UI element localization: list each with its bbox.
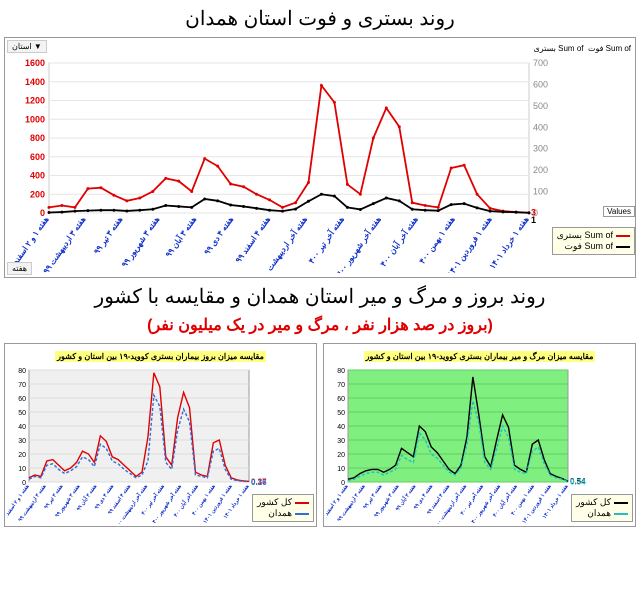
chart1-area: 0200400600800100012001400160001002003004… xyxy=(9,53,631,273)
svg-text:10: 10 xyxy=(337,466,345,473)
svg-text:60: 60 xyxy=(337,396,345,403)
svg-text:هفته آخر آبان ۴۰۰: هفته آخر آبان ۴۰۰ xyxy=(377,214,421,269)
svg-text:100: 100 xyxy=(533,187,548,197)
svg-text:0.34: 0.34 xyxy=(570,478,586,487)
svg-text:هفته ۱ بهمن ۴۰۰: هفته ۱ بهمن ۴۰۰ xyxy=(418,215,458,266)
svg-text:300: 300 xyxy=(533,144,548,154)
svg-text:60: 60 xyxy=(18,396,26,403)
svg-text:30: 30 xyxy=(18,438,26,445)
svg-text:400: 400 xyxy=(30,171,45,181)
filter-tag[interactable]: ▼ استان xyxy=(7,40,47,53)
svg-text:هفته ۳ شهریور ۹۹: هفته ۳ شهریور ۹۹ xyxy=(120,215,162,270)
svg-text:40: 40 xyxy=(337,424,345,431)
svg-text:800: 800 xyxy=(30,133,45,143)
chart2a-panel: مقایسه میزان بروز بیماران بستری کووید-۱۹… xyxy=(4,343,317,527)
svg-text:200: 200 xyxy=(30,189,45,199)
svg-text:هفته ۳ اردیبهشت ۹۹: هفته ۳ اردیبهشت ۹۹ xyxy=(41,215,88,273)
svg-text:30: 30 xyxy=(337,438,345,445)
section2-title: روند بروز و مرگ و میر استان همدان و مقای… xyxy=(0,284,640,309)
svg-text:70: 70 xyxy=(18,382,26,389)
svg-text:200: 200 xyxy=(533,165,548,175)
legend-item-death: Sum of فوت xyxy=(557,241,630,252)
values-tag: Values xyxy=(603,206,635,217)
svg-text:50: 50 xyxy=(337,410,345,417)
svg-text:500: 500 xyxy=(533,101,548,111)
chart2b-legend: کل کشور همدان xyxy=(571,494,633,522)
svg-text:600: 600 xyxy=(533,79,548,89)
chart1-panel: ▼ استان Sum of فوت Sum of بستری 02004006… xyxy=(4,37,636,278)
svg-text:400: 400 xyxy=(533,122,548,132)
chart2a-legend: کل کشور همدان xyxy=(252,494,314,522)
chart2a-title: مقایسه میزان بروز بیماران بستری کووید-۱۹… xyxy=(55,351,266,362)
svg-text:1600: 1600 xyxy=(25,58,45,68)
svg-text:هفته ۱ خرداد ۱۴۰۱: هفته ۱ خرداد ۱۴۰۱ xyxy=(488,215,532,271)
row2: مقایسه میزان بروز بیماران بستری کووید-۱۹… xyxy=(4,343,636,527)
svg-text:20: 20 xyxy=(18,452,26,459)
svg-text:80: 80 xyxy=(337,368,345,375)
svg-text:10: 10 xyxy=(18,466,26,473)
svg-text:هفته ۴ دی ۹۹: هفته ۴ دی ۹۹ xyxy=(202,215,235,257)
svg-text:600: 600 xyxy=(30,152,45,162)
svg-text:40: 40 xyxy=(18,424,26,431)
svg-text:70: 70 xyxy=(337,382,345,389)
svg-text:1200: 1200 xyxy=(25,96,45,106)
chart1-axis-labels: Sum of فوت Sum of بستری xyxy=(31,44,631,53)
svg-text:1400: 1400 xyxy=(25,77,45,87)
svg-text:700: 700 xyxy=(533,58,548,68)
section2-subtitle: (بروز در صد هزار نفر ، مرگ و میر در یک م… xyxy=(0,315,640,335)
svg-text:هفته ۴ اسفند ۹۹: هفته ۴ اسفند ۹۹ xyxy=(234,215,272,264)
chart1-title: روند بستری و فوت استان همدان xyxy=(0,6,640,31)
chart1-legend: Sum of بستری Sum of فوت xyxy=(552,227,635,255)
legend-item-hosp: Sum of بستری xyxy=(557,230,630,241)
svg-text:1000: 1000 xyxy=(25,114,45,124)
svg-text:هفته ۳ آبان ۹۹: هفته ۳ آبان ۹۹ xyxy=(162,214,198,259)
svg-text:0.16: 0.16 xyxy=(251,478,267,487)
svg-text:هفته ۳ تیر ۹۹: هفته ۳ تیر ۹۹ xyxy=(92,215,125,256)
chart2b-title: مقایسه میزان مرگ و میر بیماران بستری کوو… xyxy=(364,351,596,362)
svg-text:50: 50 xyxy=(18,410,26,417)
svg-text:20: 20 xyxy=(337,452,345,459)
x-axis-label: هفته xyxy=(7,262,32,275)
svg-text:80: 80 xyxy=(18,368,26,375)
svg-text:1: 1 xyxy=(531,215,536,225)
svg-text:هفته آخر تیر ۴۰۰: هفته آخر تیر ۴۰۰ xyxy=(305,214,346,266)
chart2b-panel: مقایسه میزان مرگ و میر بیماران بستری کوو… xyxy=(323,343,636,527)
